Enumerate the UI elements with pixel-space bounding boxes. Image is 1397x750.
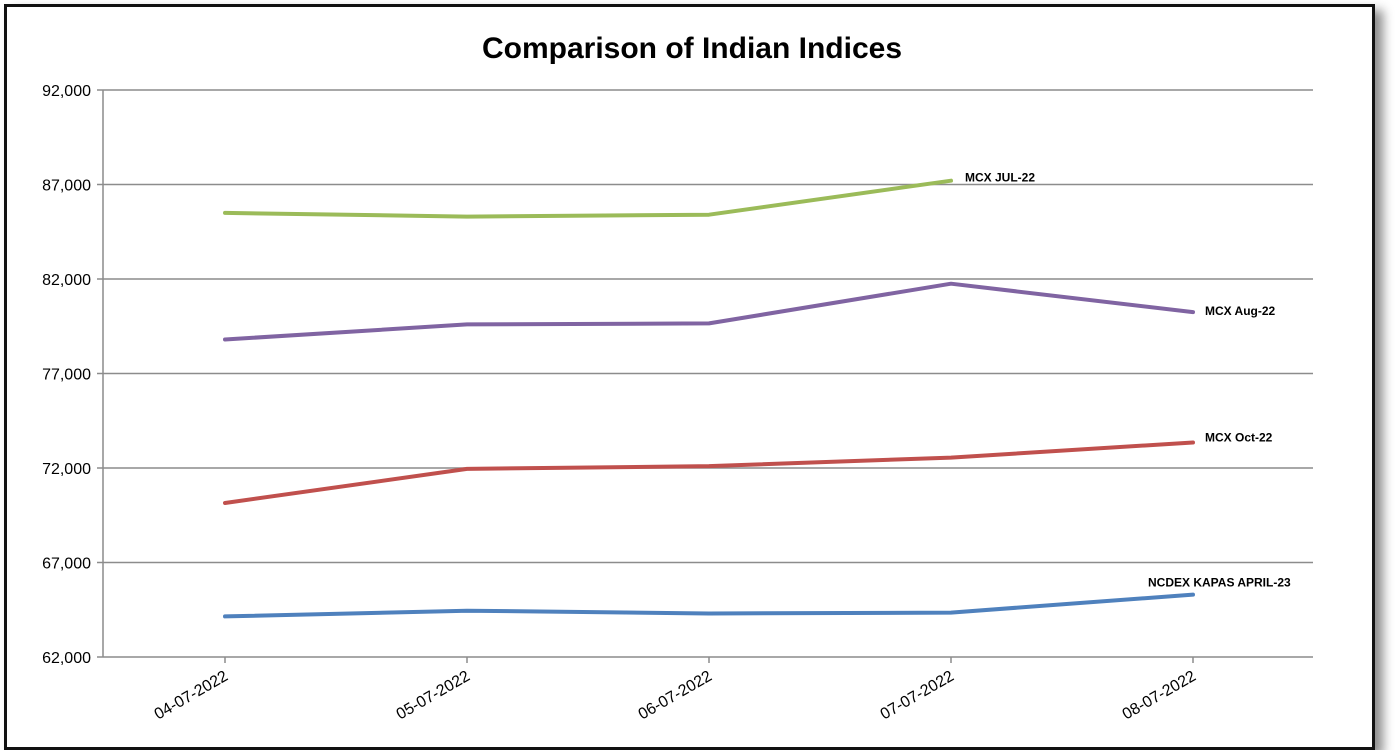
series-label: MCX Oct-22 — [1205, 430, 1273, 444]
chart-frame — [4, 4, 1375, 750]
y-tick-label: 67,000 — [42, 556, 91, 573]
x-tick-label: 07-07-2022 — [878, 668, 957, 724]
series-line-2 — [223, 440, 1195, 505]
series-labels: MCX JUL-22 MCX Aug-22 MCX Oct-22 NCDEX KAPA… — [965, 171, 1291, 590]
y-tick-label: 87,000 — [42, 178, 91, 195]
series-label: MCX JUL-22 — [965, 171, 1035, 185]
x-tick-label: 05-07-2022 — [394, 668, 473, 724]
series-line-3 — [223, 592, 1195, 619]
y-tick-label: 62,000 — [42, 650, 91, 667]
series-label: MCX Aug-22 — [1205, 304, 1276, 318]
y-tick-label: 77,000 — [42, 367, 91, 384]
series-line-1 — [223, 281, 1195, 342]
chart-title: Comparison of Indian Indices — [482, 32, 902, 65]
y-tick-label: 72,000 — [42, 461, 91, 478]
x-tick-label: 06-07-2022 — [636, 668, 715, 724]
series-line-0 — [223, 178, 953, 219]
series-lines — [223, 178, 1195, 619]
gridlines — [103, 89, 1313, 658]
y-tick-label: 82,000 — [42, 272, 91, 289]
x-tick-label: 08-07-2022 — [1120, 668, 1199, 724]
y-tick-label: 92,000 — [42, 83, 91, 100]
series-label: NCDEX KAPAS APRIL-23 — [1148, 576, 1291, 590]
x-tick-label: 04-07-2022 — [152, 668, 231, 724]
